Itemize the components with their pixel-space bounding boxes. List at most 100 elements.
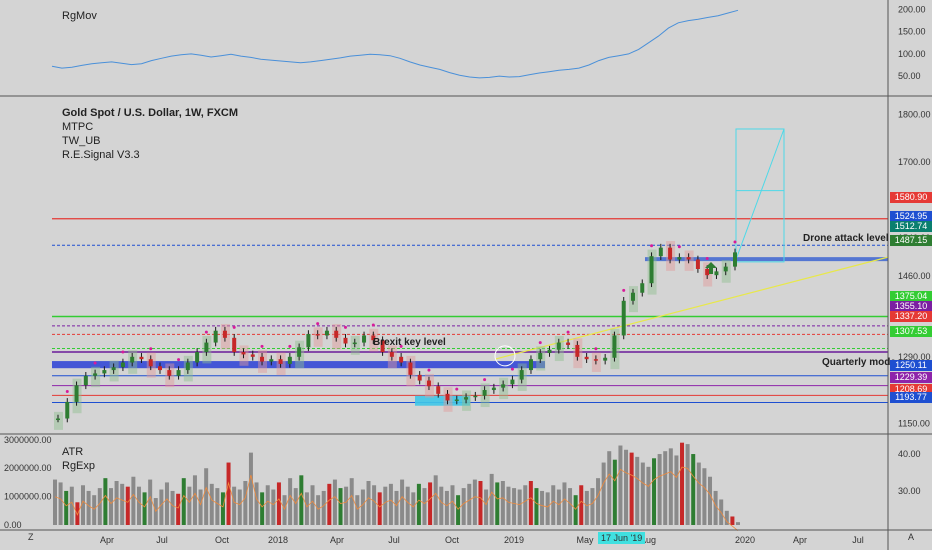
candle-body <box>612 335 617 358</box>
volume-bar <box>226 462 231 525</box>
price-tag: 1355.10 <box>890 301 932 312</box>
volume-bar <box>148 479 153 525</box>
candle-body <box>501 384 506 388</box>
volume-bar <box>428 482 433 525</box>
volume-bar <box>696 462 701 525</box>
volume-bar <box>629 452 634 525</box>
candle-body <box>538 353 543 360</box>
signal-dot <box>65 389 69 393</box>
date-marker: 17 Jun '19 <box>598 532 646 544</box>
price-tag: 1193.77 <box>890 392 932 403</box>
volume-bar <box>635 456 640 525</box>
candle-body <box>733 252 737 267</box>
volume-bar <box>517 489 522 525</box>
volume-bar <box>344 486 349 525</box>
time-axis-tick: Apr <box>330 535 344 545</box>
volume-bar <box>114 481 119 525</box>
candle-body <box>695 259 700 269</box>
volume-bar <box>108 488 113 525</box>
signal-dot <box>288 344 292 348</box>
volume-bar <box>484 489 489 525</box>
volume-bar <box>652 458 657 525</box>
volume-bar <box>86 490 91 525</box>
candle-body <box>658 247 663 257</box>
signal-dot <box>483 378 487 382</box>
candle-body <box>213 330 218 343</box>
volume-bar <box>646 466 651 525</box>
volume-bar <box>573 495 578 525</box>
volume-bar <box>534 488 539 525</box>
atr-line <box>54 466 739 532</box>
time-axis-tick: 2018 <box>268 535 288 545</box>
candle-body <box>269 359 274 362</box>
time-axis-tick: 2020 <box>735 535 755 545</box>
brexit-annotation: Brexit key level <box>373 337 446 348</box>
volume-bar <box>64 490 69 525</box>
price-tag: 1524.95 <box>890 211 932 222</box>
candle-body <box>362 335 367 343</box>
corner-right: A <box>907 532 914 542</box>
drone-zone <box>645 257 888 262</box>
volume-axis-tick: 0.00 <box>4 520 22 530</box>
price-axis-tick: 1150.00 <box>898 418 930 428</box>
candle-body <box>528 359 533 371</box>
time-axis-tick: May <box>576 535 594 545</box>
candle-body <box>723 266 728 272</box>
candle-body <box>454 399 459 402</box>
volume-bar <box>579 485 584 525</box>
price-tag: 1375.04 <box>890 291 932 302</box>
time-axis-tick: Apr <box>793 535 807 545</box>
volume-bar <box>271 489 276 525</box>
candle-body <box>56 418 60 421</box>
volume-bar <box>506 486 511 525</box>
top-axis-tick: 100.00 <box>898 49 926 59</box>
volume-bar <box>461 488 466 525</box>
signal-dot <box>371 323 375 327</box>
signal-dot <box>177 358 181 362</box>
candle-body <box>130 356 135 363</box>
volume-bar <box>136 486 141 525</box>
volume-bar <box>372 485 377 525</box>
volume-bar <box>584 490 589 525</box>
price-tag: 1512.74 <box>890 221 932 232</box>
volume-bar <box>512 488 517 525</box>
volume-bar <box>540 490 545 525</box>
volume-bar <box>713 490 718 525</box>
signal-dot <box>566 330 570 334</box>
top-pane-title: RgMov <box>62 10 97 22</box>
volume-bar <box>209 483 214 525</box>
candle-body <box>260 356 265 362</box>
volume-bar <box>607 451 612 525</box>
volume-bar <box>293 488 298 525</box>
volume-bar <box>411 492 416 525</box>
volume-bar <box>142 492 147 525</box>
price-tag: 1208.69 <box>890 384 932 395</box>
candle-body <box>399 356 404 363</box>
signal-dot <box>260 344 264 348</box>
time-axis-tick: Jul <box>388 535 400 545</box>
indicator-label: MTPC <box>62 121 94 133</box>
price-axis-tick: 1700.00 <box>898 157 931 167</box>
buy-arrow-icon <box>705 262 717 274</box>
corner-left: Z <box>28 532 34 542</box>
candle-body <box>491 387 496 391</box>
volume-bar <box>288 478 293 525</box>
volume-bar <box>568 488 573 525</box>
volume-bar <box>338 488 343 525</box>
volume-bar <box>668 448 673 525</box>
candle-body <box>204 342 209 353</box>
volume-bar <box>680 442 685 525</box>
candle-body <box>436 386 441 394</box>
volume-bar <box>596 478 601 525</box>
target-box <box>735 128 785 263</box>
volume-bar <box>125 486 130 525</box>
drone-annotation: Drone attack level <box>803 233 889 244</box>
candle-body <box>297 347 302 357</box>
candle-body <box>306 334 311 348</box>
price-tag: 1307.53 <box>890 326 932 337</box>
volume-bar <box>400 479 405 525</box>
volume-bar <box>97 488 102 525</box>
signal-dot <box>455 387 459 391</box>
volume-bar <box>299 475 304 525</box>
